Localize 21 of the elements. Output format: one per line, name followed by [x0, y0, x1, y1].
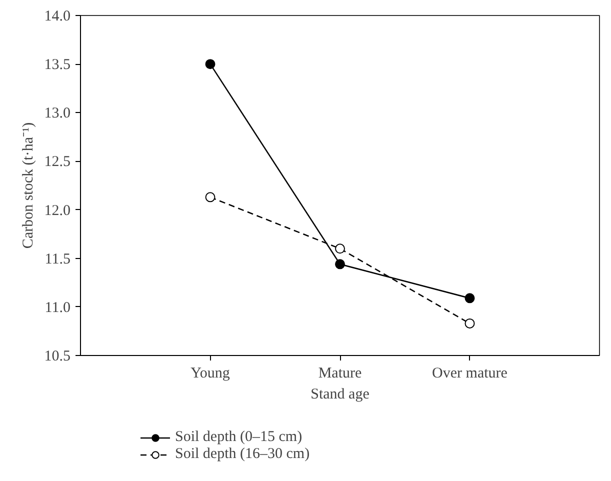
x-tick-label: Over mature: [432, 366, 508, 382]
y-axis-title: Carbon stock (t·ha⁻¹): [20, 122, 36, 249]
y-tick-label: 12.0: [44, 202, 70, 219]
y-tick-label: 14.0: [44, 8, 70, 24]
x-axis-title: Stand age: [310, 386, 370, 402]
point: [205, 59, 216, 70]
point: [205, 192, 216, 202]
y-tick-label: 10.5: [44, 348, 70, 364]
legend-label: Soil depth (0–15 cm): [175, 429, 302, 446]
point: [335, 259, 345, 270]
y-tick-label: 13.0: [44, 106, 70, 122]
x-tick-label: Young: [190, 366, 230, 382]
x-tick-label: Mature: [318, 366, 362, 382]
point: [464, 293, 475, 304]
y-tick-label: 11.5: [44, 251, 71, 268]
legend-label: Soil depth (16–30 cm): [175, 446, 310, 463]
point: [335, 244, 345, 254]
y-tick-label: 13.5: [44, 57, 70, 74]
y-tick-label: 11.0: [44, 300, 71, 316]
point: [464, 318, 475, 328]
y-tick-label: 12.5: [44, 154, 70, 170]
